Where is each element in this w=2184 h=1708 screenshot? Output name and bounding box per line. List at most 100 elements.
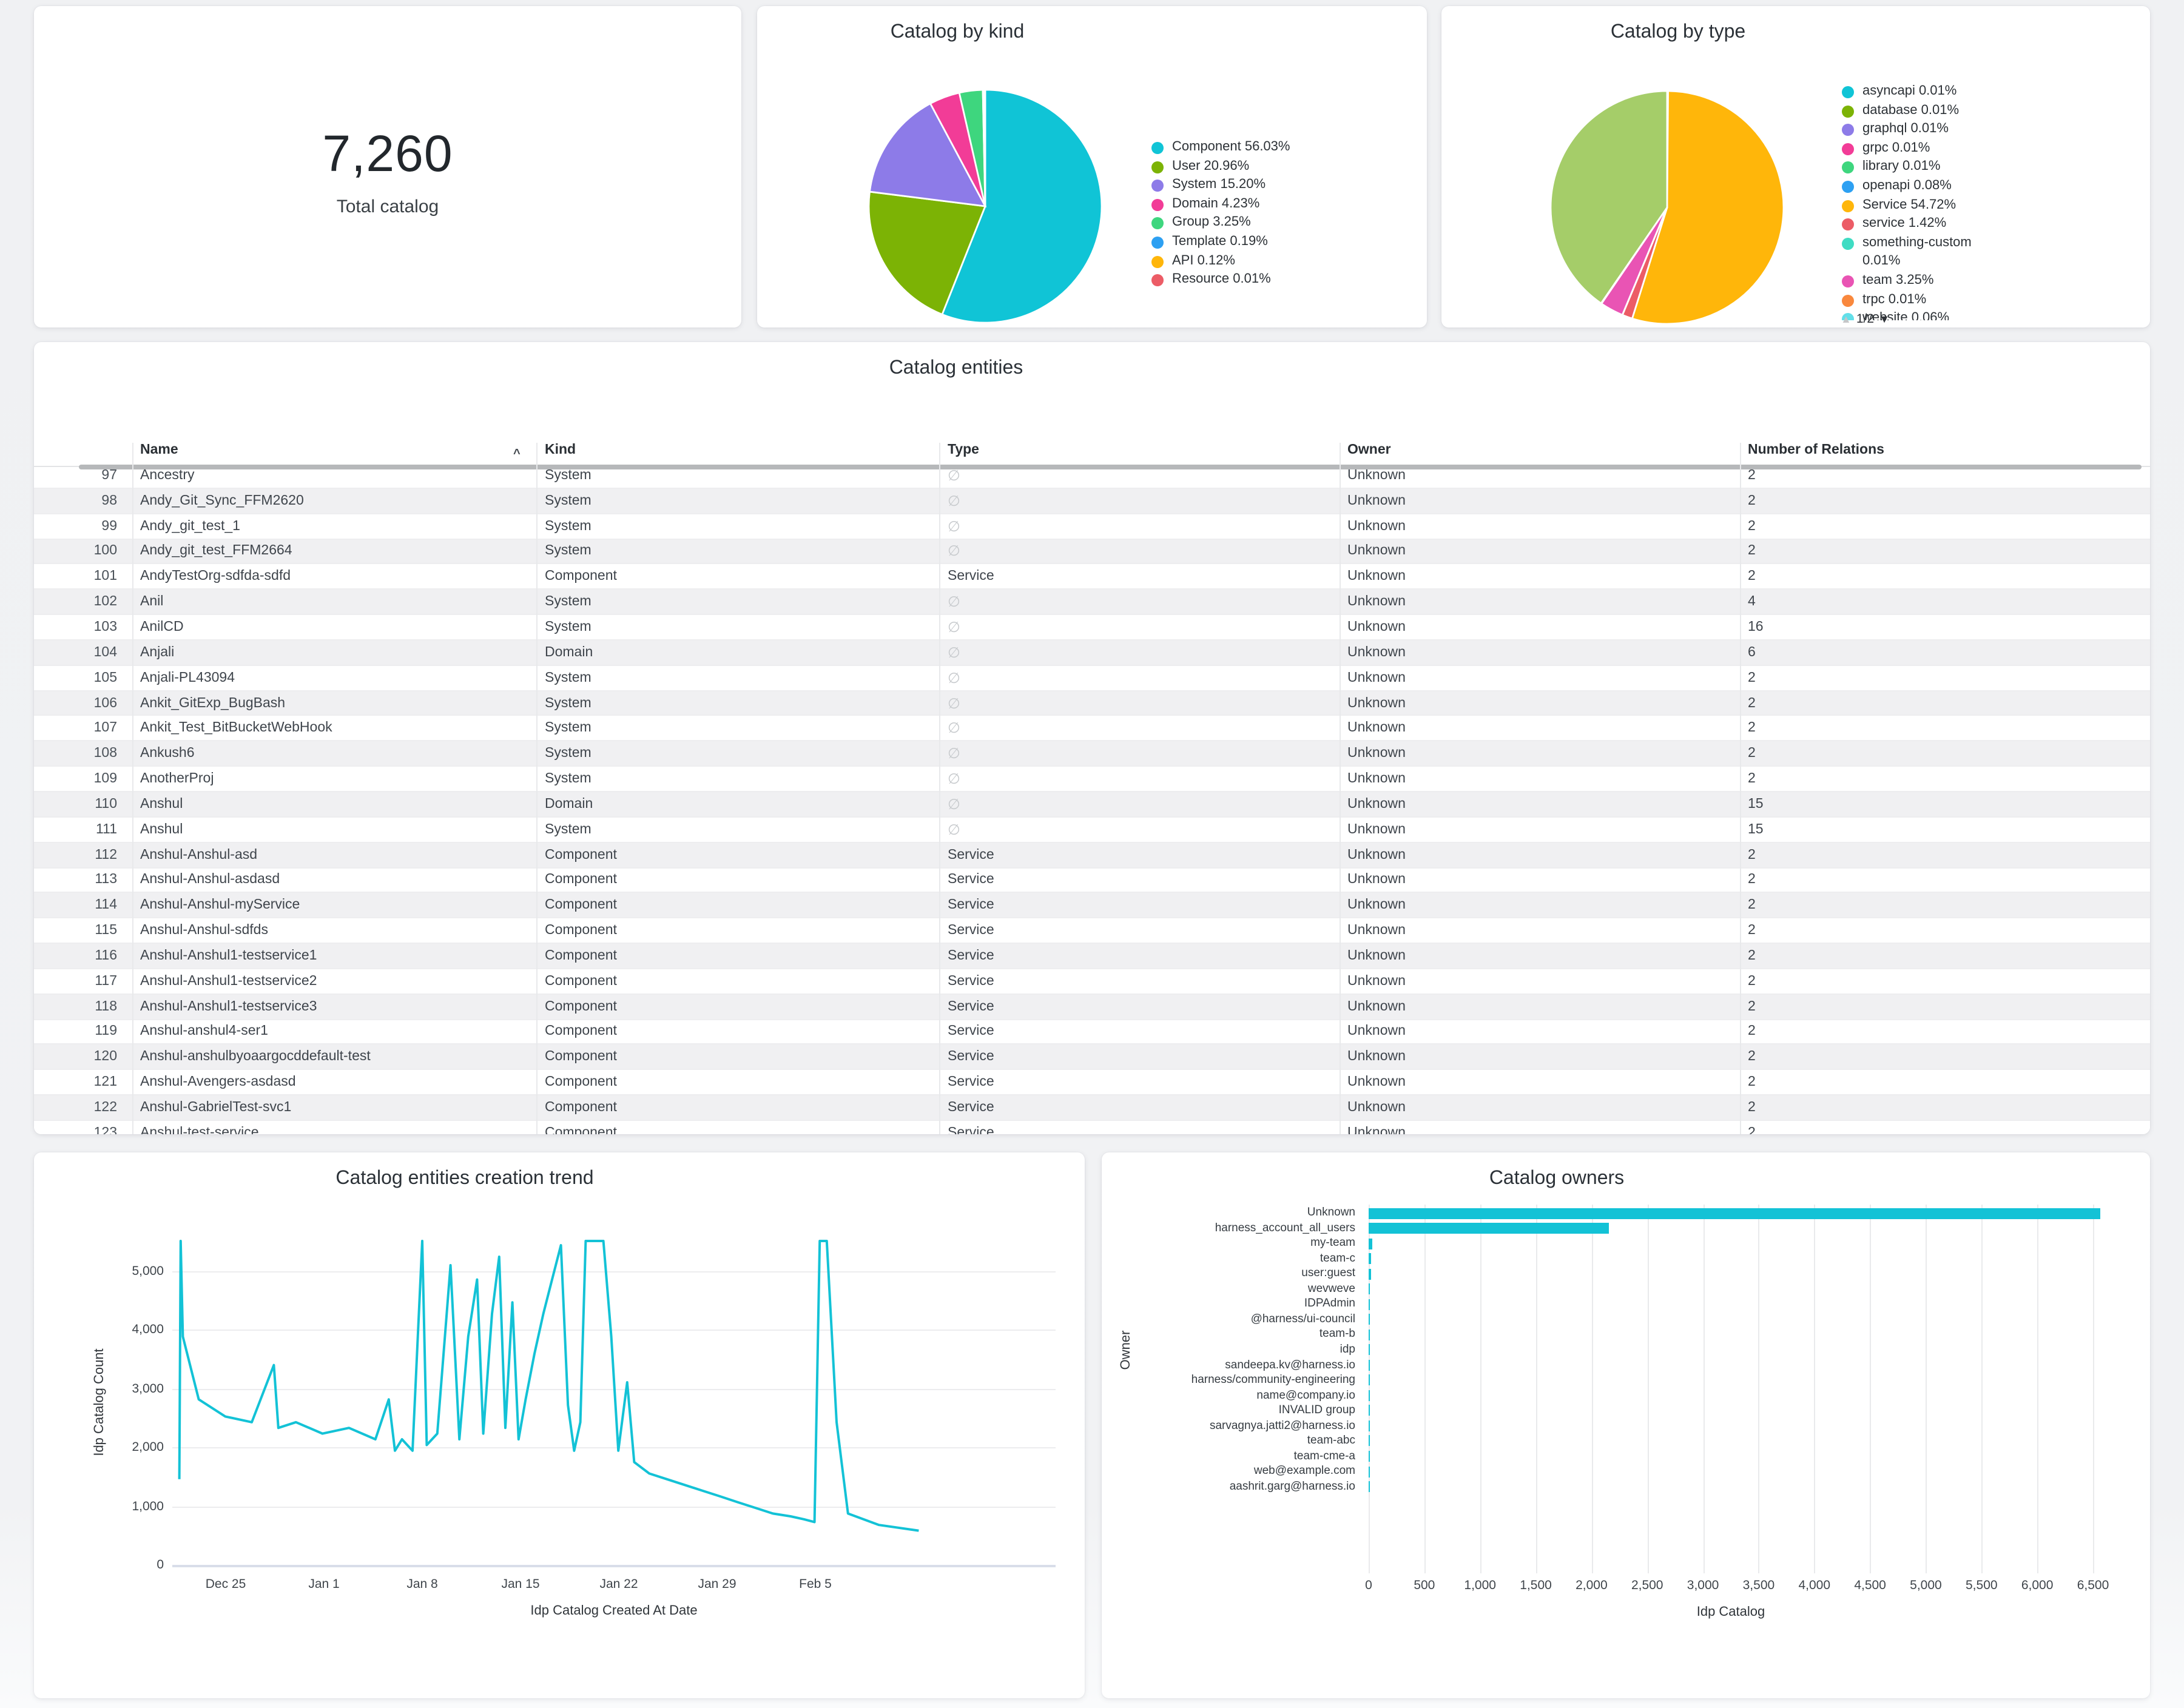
cell-owner: Unknown [1347,569,1406,584]
legend-item-Domain[interactable]: Domain 4.23% [1151,195,1358,214]
bar-team-c[interactable] [1369,1253,1372,1265]
column-header-type[interactable]: Type [948,443,979,457]
table-row[interactable]: 113 Anshul-Anshul-asdasd Component Service U… [34,868,2150,893]
pie-slice-System[interactable] [868,102,987,207]
pie-slice-User[interactable] [868,190,986,316]
table-row[interactable]: 120 Anshul-anshulbyoaargocddefault-test Co… [34,1044,2150,1071]
bar-user:guest[interactable] [1369,1268,1371,1280]
table-header: Name Kind Type Owner Number of Relations [34,443,2150,467]
gridline [1591,1205,1593,1573]
table-row[interactable]: 110 Anshul Domain ∅ Unknown 15 [34,792,2150,818]
cell-name: AndyTestOrg-sdfda-sdfd [140,569,291,584]
table-row[interactable]: 122 Anshul-GabrielTest-svc1 Component Servi… [34,1095,2150,1121]
empty-type-icon: ∅ [948,719,960,737]
table-row[interactable]: 97 Ancestry System ∅ Unknown 2 [34,469,2150,489]
empty-type-icon: ∅ [948,795,960,813]
table-row[interactable]: 107 Ankit_Test_BitBucketWebHook System ∅ Unk… [34,716,2150,742]
sort-asc-icon[interactable]: ^ [513,448,521,461]
legend-item-team[interactable]: team 3.25% [1842,272,2009,291]
pie-slice-Component[interactable] [941,89,1103,324]
cell-kind: Component [545,923,617,938]
cell-kind: Component [545,1075,617,1090]
bar-category-label: user:guest [1301,1266,1355,1280]
empty-type-icon: ∅ [948,593,960,611]
x-tick-label: 6,000 [2021,1578,2054,1593]
legend-item-API[interactable]: API 0.12% [1151,252,1358,271]
legend-item-grpc[interactable]: grpc 0.01% [1842,140,2009,158]
cell-name: Anshul-test-service [140,1125,259,1134]
bar-harness_account_all_users[interactable] [1369,1223,1609,1234]
x-tick-label: 4,000 [1798,1578,1831,1593]
column-header-kind[interactable]: Kind [545,443,576,457]
legend-item-openapi[interactable]: openapi 0.08% [1842,177,2009,196]
legend-item-Group[interactable]: Group 3.25% [1151,214,1358,233]
table-row[interactable]: 121 Anshul-Avengers-asdasd Component Servic… [34,1070,2150,1096]
table-row[interactable]: 119 Anshul-anshul4-ser1 Component Service Un… [34,1020,2150,1045]
table-row[interactable]: 105 Anjali-PL43094 System ∅ Unknown 2 [34,665,2150,691]
table-row[interactable]: 117 Anshul-Anshul1-testservice2 Component S… [34,969,2150,995]
bar-Unknown[interactable] [1369,1208,2100,1219]
cell-name: Anshul [140,796,183,812]
pie-slice-Unknown[interactable] [1549,90,1668,305]
cell-kind: System [545,469,592,483]
catalog-owners-title: Catalog owners [1489,1168,1625,1189]
column-header-number-of-relations[interactable]: Number of Relations [1748,443,1884,457]
column-header-owner[interactable]: Owner [1347,443,1391,457]
table-row[interactable]: 101 AndyTestOrg-sdfda-sdfd Component Servic… [34,564,2150,590]
table-row[interactable]: 99 Andy_git_test_1 System ∅ Unknown 2 [34,514,2150,540]
legend-page-down-icon[interactable]: ▼ [1879,313,1890,325]
table-row[interactable]: 116 Anshul-Anshul1-testservice1 Component S… [34,944,2150,969]
row-index: 102 [93,594,117,610]
legend-item-graphql[interactable]: graphql 0.01% [1842,120,2009,139]
legend-item-service[interactable]: service 1.42% [1842,215,2009,234]
table-row[interactable]: 106 Ankit_GitExp_BugBash System ∅ Unknown 2 [34,691,2150,716]
cell-relations: 2 [1748,543,1756,559]
row-index: 107 [93,721,117,736]
bar-category-label: name@company.io [1256,1388,1355,1402]
legend-item-website[interactable]: website 0.06% [1842,309,2009,320]
table-row[interactable]: 98 Andy_Git_Sync_FFM2620 System ∅ Unknown 2 [34,488,2150,514]
empty-type-icon: ∅ [948,745,960,762]
legend-item-database[interactable]: database 0.01% [1842,101,2009,120]
table-row[interactable]: 118 Anshul-Anshul1-testservice3 Component S… [34,994,2150,1020]
cell-kind: Domain [545,796,593,812]
column-separator [939,443,940,1134]
legend-item-Resource[interactable]: Resource 0.01% [1151,271,1358,289]
legend-item-Component[interactable]: Component 56.03% [1151,138,1358,157]
table-row[interactable]: 109 AnotherProj System ∅ Unknown 2 [34,767,2150,792]
cell-owner: Unknown [1347,1075,1406,1090]
trend-line-series[interactable] [172,1240,1056,1568]
legend-page-up-icon[interactable]: ▲ [1841,313,1852,325]
legend-item-something-custom[interactable]: something-custom 0.01% [1842,234,2009,272]
legend-item-trpc[interactable]: trpc 0.01% [1842,291,2009,309]
legend-label: Service 54.72% [1862,197,1956,212]
legend-item-Template[interactable]: Template 0.19% [1151,233,1358,252]
row-index: 111 [96,822,117,837]
table-row[interactable]: 111 Anshul System ∅ Unknown 15 [34,817,2150,843]
bar-category-label: idp [1340,1343,1355,1357]
gridline [172,1506,1056,1507]
table-row[interactable]: 102 Anil System ∅ Unknown 4 [34,590,2150,616]
table-row[interactable]: 108 Ankush6 System ∅ Unknown 2 [34,741,2150,767]
legend-item-asyncapi[interactable]: asyncapi 0.01% [1842,82,2009,101]
table-row[interactable]: 123 Anshul-test-service Component Service Un… [34,1120,2150,1134]
bar-my-team[interactable] [1369,1238,1373,1249]
cell-kind: System [545,721,592,736]
cell-owner: Unknown [1347,469,1406,483]
table-row[interactable]: 104 Anjali Domain ∅ Unknown 6 [34,640,2150,666]
table-row[interactable]: 115 Anshul-Anshul-sdfds Component Service Un… [34,918,2150,944]
pie-slice-Service[interactable] [1631,90,1785,325]
legend-item-library[interactable]: library 0.01% [1842,158,2009,177]
legend-item-Service[interactable]: Service 54.72% [1842,196,2009,215]
legend-item-User[interactable]: User 20.96% [1151,157,1358,176]
table-row[interactable]: 100 Andy_git_test_FFM2664 System ∅ Unknown 2 [34,539,2150,565]
table-row[interactable]: 114 Anshul-Anshul-myService Component Servi… [34,893,2150,919]
cell-type: Service [948,1075,994,1090]
table-row[interactable]: 103 AnilCD System ∅ Unknown 16 [34,615,2150,640]
cell-owner: Unknown [1347,670,1406,685]
horizontal-scrollbar[interactable] [79,465,2142,469]
empty-type-icon: ∅ [948,821,960,838]
table-row[interactable]: 112 Anshul-Anshul-asd Component Service Unkn… [34,842,2150,868]
column-header-name[interactable]: Name [140,443,178,457]
legend-item-System[interactable]: System 15.20% [1151,176,1358,195]
